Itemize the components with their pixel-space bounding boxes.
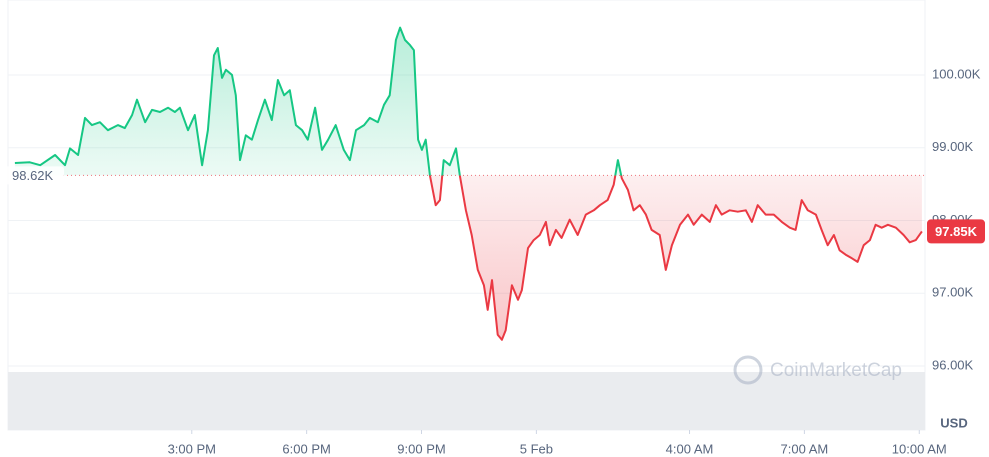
y-tick-label: 100.00K [932,66,981,81]
x-tick-label: 5 Feb [520,441,553,456]
baseline-label: 98.62K [12,168,54,183]
last-price-bg [927,219,985,244]
y-tick-label: 99.00K [932,139,974,154]
x-tick-label: 3:00 PM [168,441,216,456]
x-tick-label: 7:00 AM [781,441,829,456]
y-unit: USD [940,415,967,430]
x-tick-label: 4:00 AM [666,441,714,456]
area-fill [14,27,922,340]
price-line [14,26,923,341]
last-price-label: 97.85K [935,224,978,239]
x-tick-label: 6:00 PM [282,441,330,456]
watermark: CoinMarketCap [733,355,902,385]
baseline-label-bg [4,166,64,185]
y-tick-label: 97.00K [932,285,974,300]
volume-area [8,372,925,430]
y-tick-label: 96.00K [932,357,974,372]
x-tick-label: 9:00 PM [397,441,445,456]
x-tick-label: 10:00 AM [892,441,947,456]
watermark-text: CoinMarketCap [770,360,902,381]
